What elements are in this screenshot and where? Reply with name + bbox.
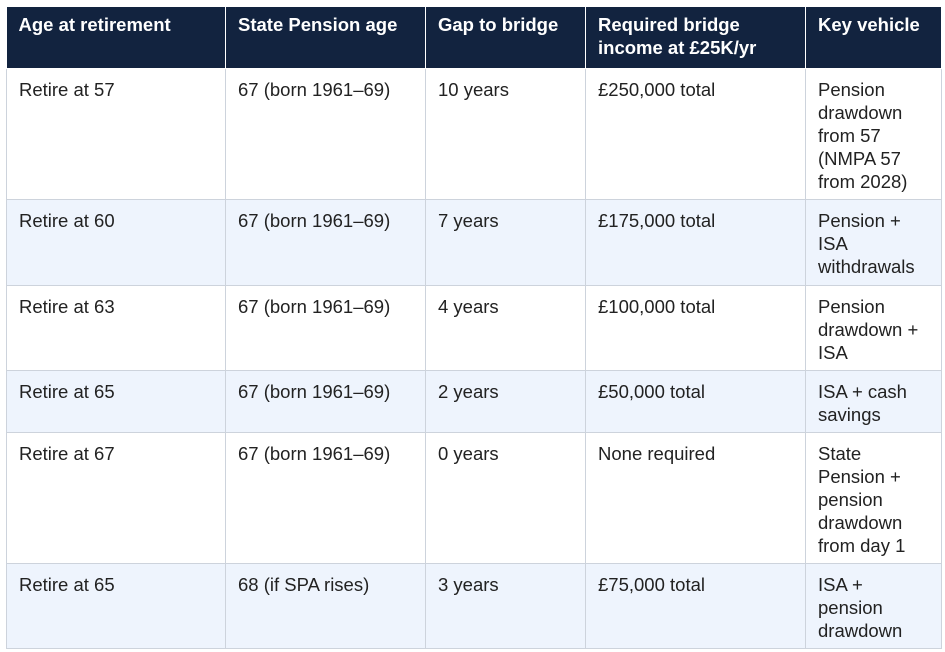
header-cell: Gap to bridge — [425, 7, 586, 69]
header-cell: Required bridge income at £25K/yr — [585, 7, 806, 69]
table-cell: Retire at 63 — [6, 284, 226, 371]
header-cell: Key vehicle — [805, 7, 942, 69]
table-row: Retire at 57 67 (born 1961–69) 10 years £25… — [6, 67, 942, 200]
header-row: Age at retirement State Pension age Gap to… — [6, 7, 942, 69]
table-cell: 4 years — [425, 284, 586, 371]
table-cell: ISA + pension drawdown — [805, 562, 942, 649]
table-cell: 67 (born 1961–69) — [225, 67, 426, 200]
table-cell: £50,000 total — [585, 369, 806, 433]
table-cell: Retire at 65 — [6, 369, 226, 433]
table-cell: Retire at 65 — [6, 562, 226, 649]
table-cell: 68 (if SPA rises) — [225, 562, 426, 649]
table-row: Retire at 63 67 (born 1961–69) 4 years £100… — [6, 284, 942, 371]
table-cell: Pension drawdown + ISA — [805, 284, 942, 371]
table-cell: 2 years — [425, 369, 586, 433]
table-cell: 67 (born 1961–69) — [225, 369, 426, 433]
table-cell: Retire at 60 — [6, 198, 226, 286]
table-row: Retire at 65 68 (if SPA rises) 3 years £75,… — [6, 562, 942, 649]
table-row: Retire at 60 67 (born 1961–69) 7 years £175… — [6, 198, 942, 286]
table-container: Age at retirement State Pension age Gap to… — [6, 7, 942, 649]
table-cell: ISA + cash savings — [805, 369, 942, 433]
table-cell: £75,000 total — [585, 562, 806, 649]
table-cell: Pension drawdown from 57 (NMPA 57 from 2… — [805, 67, 942, 200]
table: Age at retirement State Pension age Gap to… — [6, 7, 942, 649]
table-cell: 67 (born 1961–69) — [225, 284, 426, 371]
table-cell: 10 years — [425, 67, 586, 200]
table-row: Retire at 67 67 (born 1961–69) 0 years None… — [6, 431, 942, 564]
header-cell: Age at retirement — [6, 7, 226, 69]
table-cell: 67 (born 1961–69) — [225, 198, 426, 286]
table-cell: 3 years — [425, 562, 586, 649]
table-cell: Retire at 57 — [6, 67, 226, 200]
header-cell: State Pension age — [225, 7, 426, 69]
table-cell: £250,000 total — [585, 67, 806, 200]
table-cell: Pension + ISA withdrawals — [805, 198, 942, 286]
table-row: Retire at 65 67 (born 1961–69) 2 years £50,… — [6, 369, 942, 433]
table-cell: Retire at 67 — [6, 431, 226, 564]
table-cell: 0 years — [425, 431, 586, 564]
table-cell: 7 years — [425, 198, 586, 286]
table-cell: £100,000 total — [585, 284, 806, 371]
table-cell: None required — [585, 431, 806, 564]
table-cell: State Pension + pension drawdown from da… — [805, 431, 942, 564]
table-cell: £175,000 total — [585, 198, 806, 286]
table-cell: 67 (born 1961–69) — [225, 431, 426, 564]
